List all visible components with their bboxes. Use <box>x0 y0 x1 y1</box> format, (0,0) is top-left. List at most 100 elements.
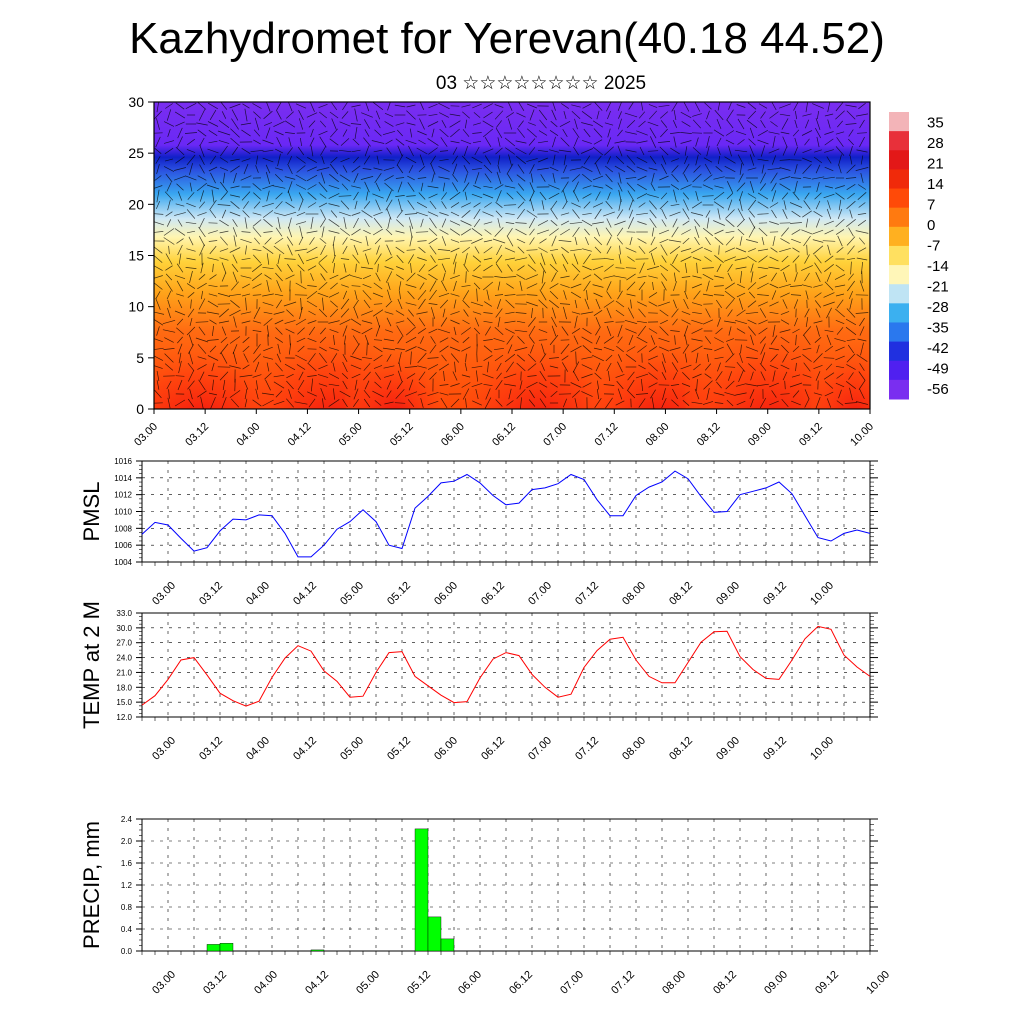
wind-barb <box>273 374 285 378</box>
wind-barb <box>483 339 493 341</box>
wind-barb <box>164 337 174 343</box>
wind-barb <box>372 292 384 298</box>
wind-barb <box>673 272 677 282</box>
wind-barb <box>299 137 303 147</box>
wind-barb <box>211 189 215 203</box>
pmsl-panel-y-tick-label: 1016 <box>114 457 132 466</box>
wind-barb <box>506 192 514 200</box>
wind-barb <box>648 104 658 108</box>
wind-barb <box>814 149 822 153</box>
wind-barb <box>373 167 383 171</box>
wind-barb <box>548 192 560 200</box>
wind-barb <box>295 103 307 109</box>
wind-barb <box>155 136 161 148</box>
wind-barb <box>660 192 668 200</box>
wind-barb <box>419 282 425 290</box>
wind-barb <box>537 220 549 226</box>
wind-barb <box>408 379 414 391</box>
wind-barb <box>725 230 735 234</box>
wind-barb <box>779 176 791 180</box>
wind-barb <box>767 167 781 171</box>
pmsl-panel-x-tick-label: 03.12 <box>197 580 225 608</box>
wind-barb <box>538 382 548 388</box>
wind-barb <box>328 184 340 190</box>
wind-barb <box>736 309 746 317</box>
wind-barb <box>341 183 349 191</box>
wind-barb <box>824 381 834 389</box>
wind-barb <box>375 372 381 380</box>
wind-barb <box>275 148 283 154</box>
wind-barb <box>342 380 348 390</box>
wind-barb <box>342 129 348 137</box>
pmsl-panel-x-tick-label: 06.12 <box>479 580 507 608</box>
wind-barb <box>386 317 392 327</box>
wind-barb <box>838 164 842 174</box>
wind-barb <box>398 362 402 372</box>
wind-barb <box>737 139 745 145</box>
wind-barb <box>166 380 172 390</box>
wind-barb <box>407 182 415 192</box>
wind-barb <box>550 382 558 388</box>
wind-barb <box>661 208 667 220</box>
pmsl-panel-x-tick-label: 09.12 <box>761 580 789 608</box>
wind-barb <box>462 182 470 192</box>
wind-barb <box>674 335 676 345</box>
wind-barb <box>637 238 647 244</box>
wind-barb <box>638 120 646 128</box>
wind-barb <box>252 374 262 378</box>
wind-barb <box>836 299 844 309</box>
wind-barb <box>805 102 808 113</box>
wind-barb <box>506 335 514 345</box>
wind-barb <box>319 193 327 199</box>
wind-barb <box>366 342 368 356</box>
wind-barb <box>396 209 404 219</box>
wind-barb <box>197 344 207 354</box>
wind-barb <box>263 231 273 233</box>
wind-barb <box>626 389 636 399</box>
wind-barb <box>581 336 593 344</box>
wind-barb <box>539 370 547 382</box>
wind-barb <box>376 155 380 165</box>
wind-barb <box>288 343 292 355</box>
wind-barb <box>244 398 248 408</box>
wind-barb <box>429 344 437 354</box>
wind-barb <box>526 158 538 162</box>
wind-barb <box>167 299 171 309</box>
precip-panel-x-tick-label: 09.00 <box>762 969 790 997</box>
wind-barb <box>405 139 417 145</box>
wind-barb <box>197 102 207 110</box>
wind-barb <box>516 362 526 372</box>
wind-barb <box>794 317 798 327</box>
wind-barb <box>297 253 305 265</box>
wind-barb <box>823 301 835 307</box>
wind-barb <box>252 226 262 238</box>
wind-barb <box>264 237 272 245</box>
wind-barb <box>560 220 570 226</box>
wind-barb <box>725 209 735 219</box>
wind-barb <box>461 382 471 388</box>
temp-panel-x-tick-label: 04.12 <box>291 735 319 763</box>
heatmap-y-tick-label: 0 <box>136 401 144 417</box>
wind-barb <box>375 199 381 211</box>
wind-barb <box>482 148 494 154</box>
wind-barb <box>319 120 327 128</box>
wind-barb <box>155 298 161 310</box>
wind-barb <box>713 220 725 226</box>
wind-barb <box>176 280 184 292</box>
wind-barb <box>782 136 788 148</box>
wind-barb <box>266 253 270 265</box>
wind-barb <box>559 303 571 305</box>
wind-barb <box>550 316 558 328</box>
wind-barb <box>430 336 436 344</box>
wind-barb <box>329 173 339 183</box>
wind-barb <box>484 173 492 183</box>
wind-barb <box>461 374 471 378</box>
wind-barb <box>252 399 262 407</box>
wind-barb <box>363 299 371 309</box>
wind-barb <box>804 398 810 408</box>
wind-barb <box>461 346 471 352</box>
wind-barb <box>657 301 671 307</box>
wind-barb <box>361 112 373 118</box>
wind-barb <box>848 290 854 300</box>
wind-barb <box>409 235 413 247</box>
